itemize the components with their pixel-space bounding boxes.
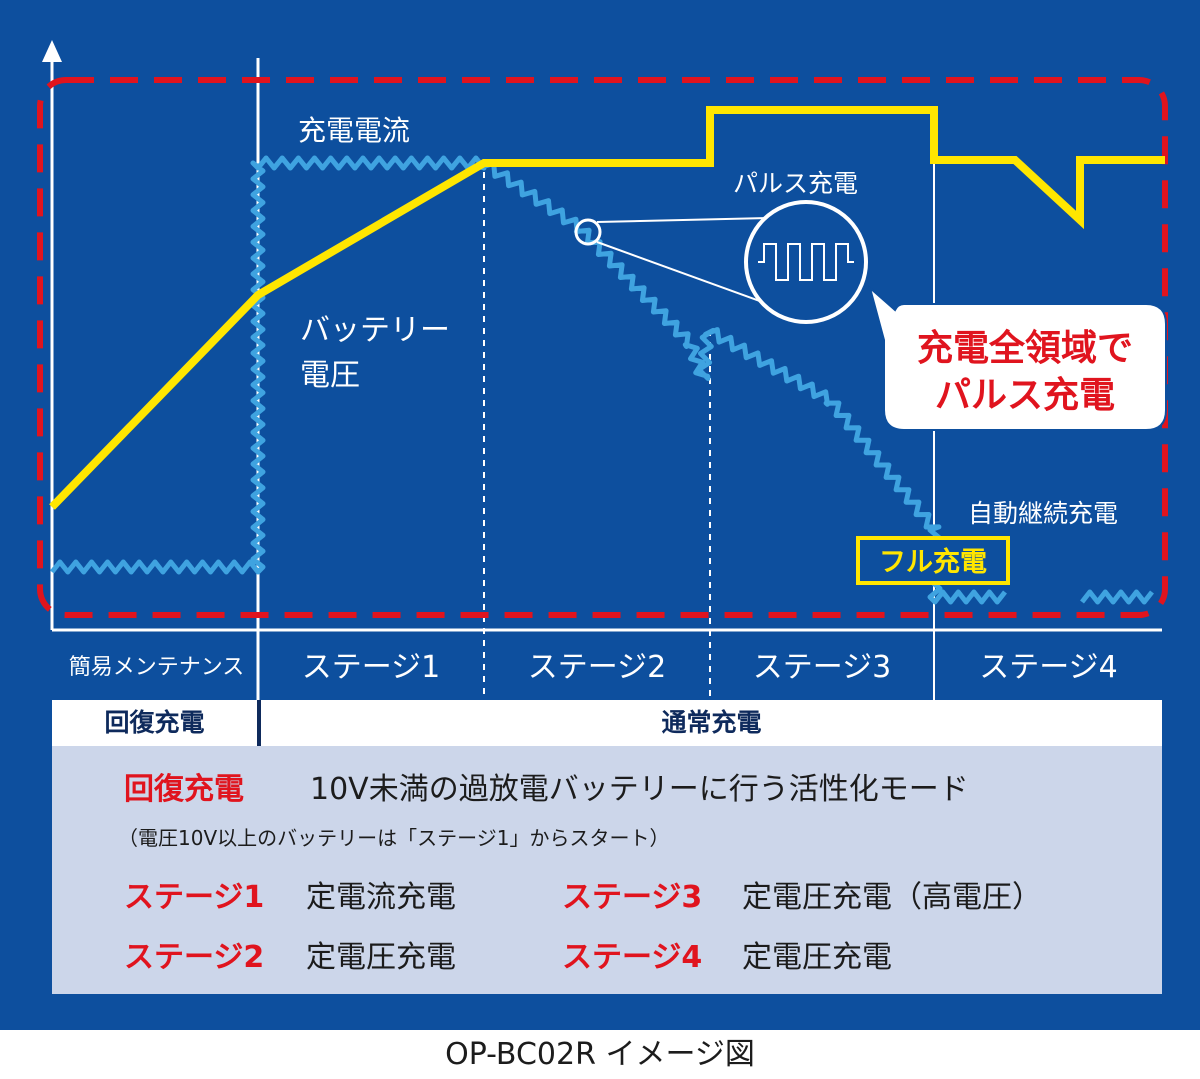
caption: OP-BC02R イメージ図 [445, 1037, 755, 1072]
pulse-wave-icon [758, 243, 854, 281]
legend-stage2-term: ステージ2 [124, 940, 265, 975]
legend-note: （電圧10V以上のバッテリーは「ステージ1」からスタート） [118, 826, 670, 850]
pulse-sample-circle [574, 218, 602, 246]
mode-divider [257, 700, 261, 746]
legend-stage4-term: ステージ4 [562, 940, 703, 975]
stage-maintenance: 簡易メンテナンス [68, 655, 245, 680]
callout-bubble [868, 285, 1167, 431]
callout-line1: 充電全領域で [917, 327, 1133, 369]
magnifier-ray-top [596, 217, 771, 223]
legend-stage3-term: ステージ3 [562, 880, 703, 915]
stage-1: ステージ1 [301, 650, 441, 685]
pulse-region-boundary [37, 77, 1168, 618]
battery-voltage-label-line1: バッテリー [300, 313, 450, 348]
stage-row: 簡易メンテナンス ステージ1 ステージ2 ステージ3 ステージ4 [55, 640, 1163, 696]
y-axis-arrow-icon [42, 40, 62, 62]
battery-voltage-line [50, 155, 1007, 605]
stage-3: ステージ3 [752, 650, 892, 685]
charging-diagram: 充電電流 バッテリー 電圧 パルス充電 自動継続充電 充電全領域で パルス充電 … [37, 40, 1168, 700]
mode-normal: 通常充電 [661, 708, 762, 737]
legend-stage1-desc: 定電流充電 [306, 880, 456, 915]
legend-box: 回復充電 10V未満の過放電バッテリーに行う活性化モード （電圧10V以上のバッ… [52, 746, 1162, 994]
full-charge-label: フル充電 [879, 546, 987, 578]
legend-stage2-desc: 定電圧充電 [306, 940, 456, 975]
legend-recovery-term: 回復充電 [124, 772, 244, 807]
battery-voltage-label-line2: 電圧 [300, 358, 360, 393]
callout-line2: パルス充電 [935, 375, 1115, 416]
legend-recovery-desc: 10V未満の過放電バッテリーに行う活性化モード [310, 772, 969, 807]
mode-recovery: 回復充電 [104, 708, 205, 737]
pulse-magnifier-circle [744, 200, 868, 324]
auto-continuous-label: 自動継続充電 [968, 499, 1118, 528]
legend-stage1-term: ステージ1 [124, 880, 265, 915]
full-charge-badge [856, 536, 1010, 585]
mode-bar: 回復充電 通常充電 [52, 700, 1162, 746]
charge-current-line [49, 106, 1165, 510]
stage-4: ステージ4 [979, 650, 1118, 685]
legend-stage3-desc: 定電圧充電（高電圧） [742, 880, 1042, 915]
pulse-charge-label: パルス充電 [733, 169, 858, 198]
legend-stage4-desc: 定電圧充電 [742, 940, 892, 975]
charge-current-label: 充電電流 [298, 114, 410, 147]
stage-2: ステージ2 [527, 650, 667, 685]
battery-voltage-line-stage4 [1080, 589, 1154, 605]
diagram-panel: 充電電流 バッテリー 電圧 パルス充電 自動継続充電 充電全領域で パルス充電 … [0, 0, 1200, 1030]
